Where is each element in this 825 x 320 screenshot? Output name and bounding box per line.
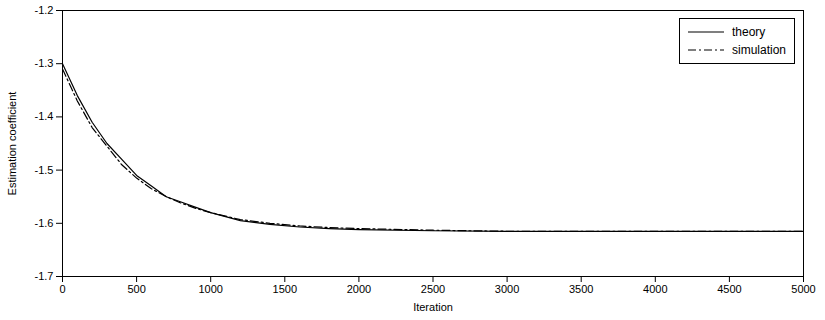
svg-text:1000: 1000 [198,283,222,295]
html-text:theory: theory [732,25,766,39]
svg-text:500: 500 [127,283,145,295]
svg-text:4500: 4500 [717,283,741,295]
svg-text:2500: 2500 [421,283,445,295]
svg-text:-1.4: -1.4 [35,110,54,122]
svg-text:-1.5: -1.5 [35,164,54,176]
svg-text:Iteration: Iteration [413,301,453,313]
svg-text:-1.6: -1.6 [35,217,54,229]
svg-text:3500: 3500 [569,283,593,295]
html-text:simulation: simulation [732,43,786,57]
svg-text:5000: 5000 [791,283,815,295]
svg-text:-1.2: -1.2 [35,4,54,16]
svg-text:0: 0 [59,283,65,295]
svg-text:Estimation coefficient: Estimation coefficient [6,92,18,196]
svg-text:4000: 4000 [643,283,667,295]
svg-text:1500: 1500 [273,283,297,295]
svg-text:-1.7: -1.7 [35,270,54,282]
svg-text:3000: 3000 [495,283,519,295]
svg-text:2000: 2000 [347,283,371,295]
svg-text:-1.3: -1.3 [35,57,54,69]
